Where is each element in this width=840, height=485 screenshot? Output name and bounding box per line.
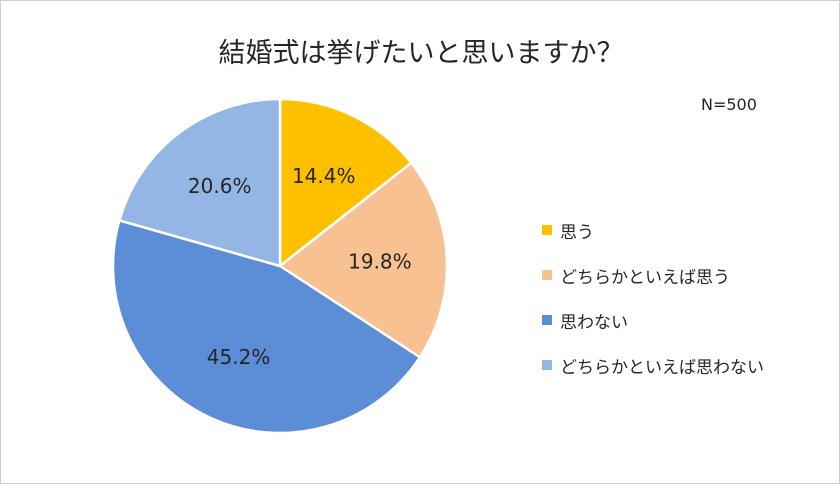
pie-slice-2 [277, 161, 449, 359]
legend-label: どちらかといえば思わない [560, 357, 764, 378]
pie-slice-1 [278, 97, 414, 269]
sample-size-note: N=500 [701, 95, 757, 114]
legend-swatch [542, 270, 552, 280]
pie-slice-4 [117, 97, 282, 268]
data-label-2: 19.8% [348, 250, 412, 274]
legend-item-1: 思う [542, 218, 764, 243]
data-label-3: 45.2% [207, 345, 271, 369]
legend-swatch [542, 315, 552, 325]
legend-swatch [542, 360, 552, 370]
legend-item-4: どちらかといえば思わない [542, 353, 764, 378]
legend-label: どちらかといえば思う [560, 267, 730, 288]
legend-label: 思う [560, 222, 594, 243]
legend-label: 思わない [560, 312, 628, 333]
data-label-4: 20.6% [188, 174, 252, 198]
legend-swatch [542, 225, 552, 235]
data-label-1: 14.4% [292, 164, 356, 188]
chart-title: 結婚式は挙げたいと思いますか？ [218, 38, 624, 69]
pie-slice-3 [111, 218, 422, 435]
legend: 思うどちらかといえば思う 思わないどちらかといえば思わない [542, 218, 764, 398]
legend-item-3: 思わない [542, 308, 764, 333]
legend-item-2: どちらかといえば思う [542, 263, 764, 288]
